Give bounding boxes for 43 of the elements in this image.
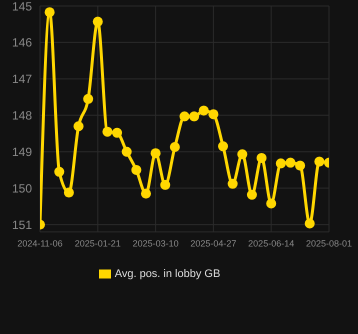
point	[304, 218, 315, 229]
point	[285, 158, 296, 168]
point	[92, 16, 103, 27]
point	[83, 94, 94, 104]
point	[266, 198, 276, 208]
point	[208, 109, 218, 120]
point	[295, 160, 306, 171]
y-tick-label: 150	[12, 181, 32, 196]
point	[180, 111, 190, 122]
y-tick-label: 145	[12, 0, 32, 14]
point	[314, 156, 324, 167]
point	[150, 148, 161, 158]
point	[246, 190, 257, 200]
y-tick-label: 151	[12, 218, 32, 232]
point	[112, 128, 122, 138]
y-tick-label: 148	[12, 108, 32, 123]
point	[64, 188, 74, 198]
legend-label: Avg. pos. in lobby GB	[114, 268, 220, 280]
point	[170, 142, 180, 152]
point	[189, 111, 200, 122]
point	[74, 121, 84, 132]
point	[122, 146, 132, 157]
x-tick-label: 2025-03-10	[132, 238, 179, 248]
point	[228, 178, 238, 189]
x-tick-label: 2025-06-14	[248, 238, 294, 248]
x-tick-label: 2025-01-21	[74, 238, 121, 248]
point	[160, 180, 170, 190]
point	[44, 7, 55, 18]
point	[198, 106, 209, 116]
point	[276, 158, 286, 168]
point	[102, 126, 112, 137]
point	[131, 164, 142, 175]
x-tick-label: 2024-11-06	[17, 238, 63, 248]
point	[237, 149, 248, 160]
point	[256, 152, 267, 163]
point	[140, 188, 151, 199]
point	[54, 166, 64, 177]
y-tick-label: 149	[12, 145, 32, 160]
y-tick-label: 147	[12, 72, 32, 86]
y-tick-label: 146	[12, 36, 32, 50]
x-tick-label: 2025-08-01	[306, 238, 352, 248]
x-tick-label: 2025-04-27	[190, 238, 236, 248]
point	[218, 141, 228, 152]
